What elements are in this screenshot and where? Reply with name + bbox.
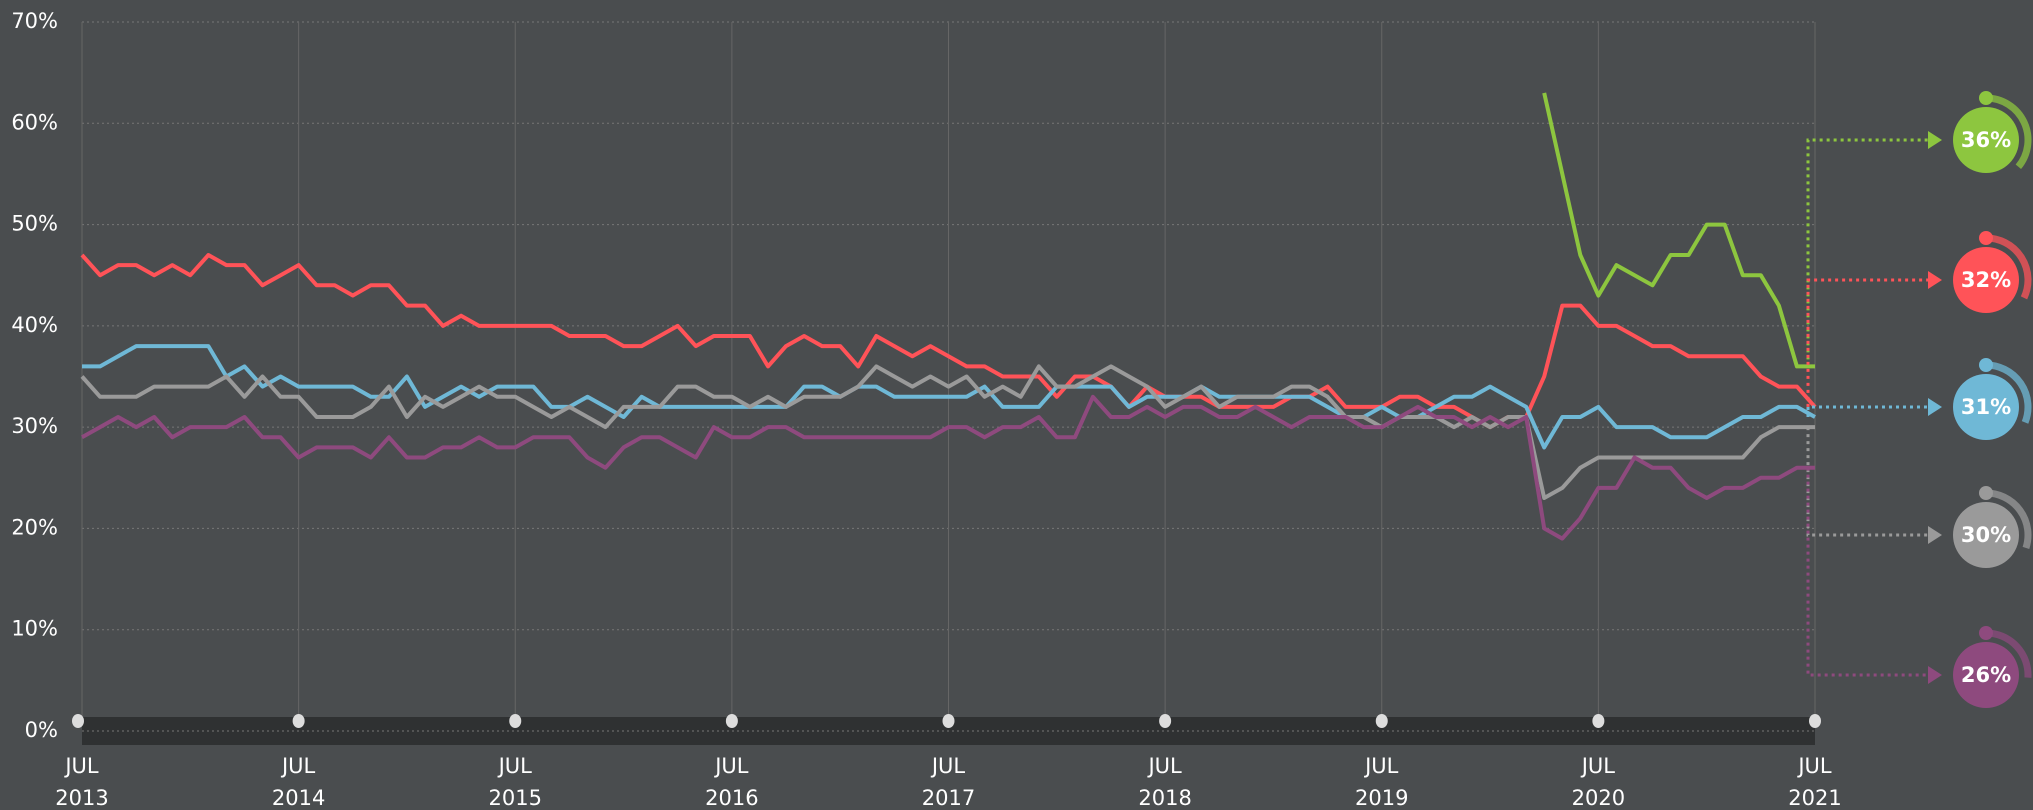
x-tick-label: JUL 2021	[1788, 754, 1841, 810]
y-tick-label: 20%	[11, 515, 58, 539]
x-tick-label: JUL 2017	[922, 754, 975, 810]
scroll-dot	[942, 714, 955, 728]
badge-label: 31%	[1961, 395, 2011, 419]
y-tick-label: 60%	[11, 110, 58, 134]
badge	[1953, 502, 2019, 568]
arrow-head	[1928, 271, 1942, 289]
arrow-head	[1928, 526, 1942, 544]
connector	[1806, 138, 1928, 367]
badge-label: 32%	[1961, 268, 2011, 292]
series-line	[1542, 92, 1815, 369]
badge-dot	[1979, 626, 1993, 640]
badge-dot	[1979, 231, 1993, 245]
badge	[1953, 247, 2019, 313]
arrow-head	[1928, 666, 1942, 684]
connector	[1806, 467, 1928, 677]
badge-arc	[1985, 94, 2032, 169]
x-tick-label: JUL 2019	[1355, 754, 1408, 810]
scroll-dot	[1159, 714, 1172, 728]
connector	[1806, 427, 1928, 537]
y-tick-label: 0%	[25, 718, 58, 742]
badge-label: 30%	[1961, 523, 2011, 547]
badge-arc	[1985, 629, 2032, 678]
x-tick-label: JUL 2015	[489, 754, 542, 810]
badge	[1953, 642, 2019, 708]
scroll-dot	[72, 714, 84, 728]
y-tick-label: 50%	[11, 212, 58, 236]
y-tick-label: 40%	[11, 313, 58, 337]
connector	[1806, 405, 1928, 418]
badge-arc	[1985, 489, 2032, 550]
series-line	[82, 344, 1816, 450]
y-tick-label: 70%	[11, 9, 58, 33]
badge-arc	[1985, 361, 2032, 424]
badge-dot	[1979, 486, 1993, 500]
y-tick-label: 10%	[11, 617, 58, 641]
x-tick-label: JUL 2014	[272, 754, 325, 810]
arrow-head	[1928, 398, 1942, 416]
x-tick-label: JUL 2016	[705, 754, 758, 810]
x-tick-label: JUL 2013	[55, 754, 108, 810]
y-tick-label: 30%	[11, 414, 58, 438]
badge-dot	[1979, 358, 1993, 372]
badge-label: 26%	[1961, 663, 2011, 687]
scroll-dot	[725, 714, 738, 728]
badge	[1953, 107, 2019, 173]
scroll-dot	[509, 714, 522, 728]
badge-dot	[1979, 91, 1993, 105]
connector	[1806, 278, 1928, 407]
badge	[1953, 374, 2019, 440]
scroll-dot	[1375, 714, 1388, 728]
scroll-dot	[1592, 714, 1605, 728]
x-tick-label: JUL 2020	[1572, 754, 1625, 810]
scroll-dot	[292, 714, 305, 728]
x-tick-label: JUL 2018	[1138, 754, 1191, 810]
scroll-dot	[1809, 714, 1821, 728]
arrow-head	[1928, 131, 1942, 149]
badge-arc	[1985, 234, 2032, 300]
series-line	[81, 394, 1815, 541]
badge-label: 36%	[1961, 128, 2011, 152]
